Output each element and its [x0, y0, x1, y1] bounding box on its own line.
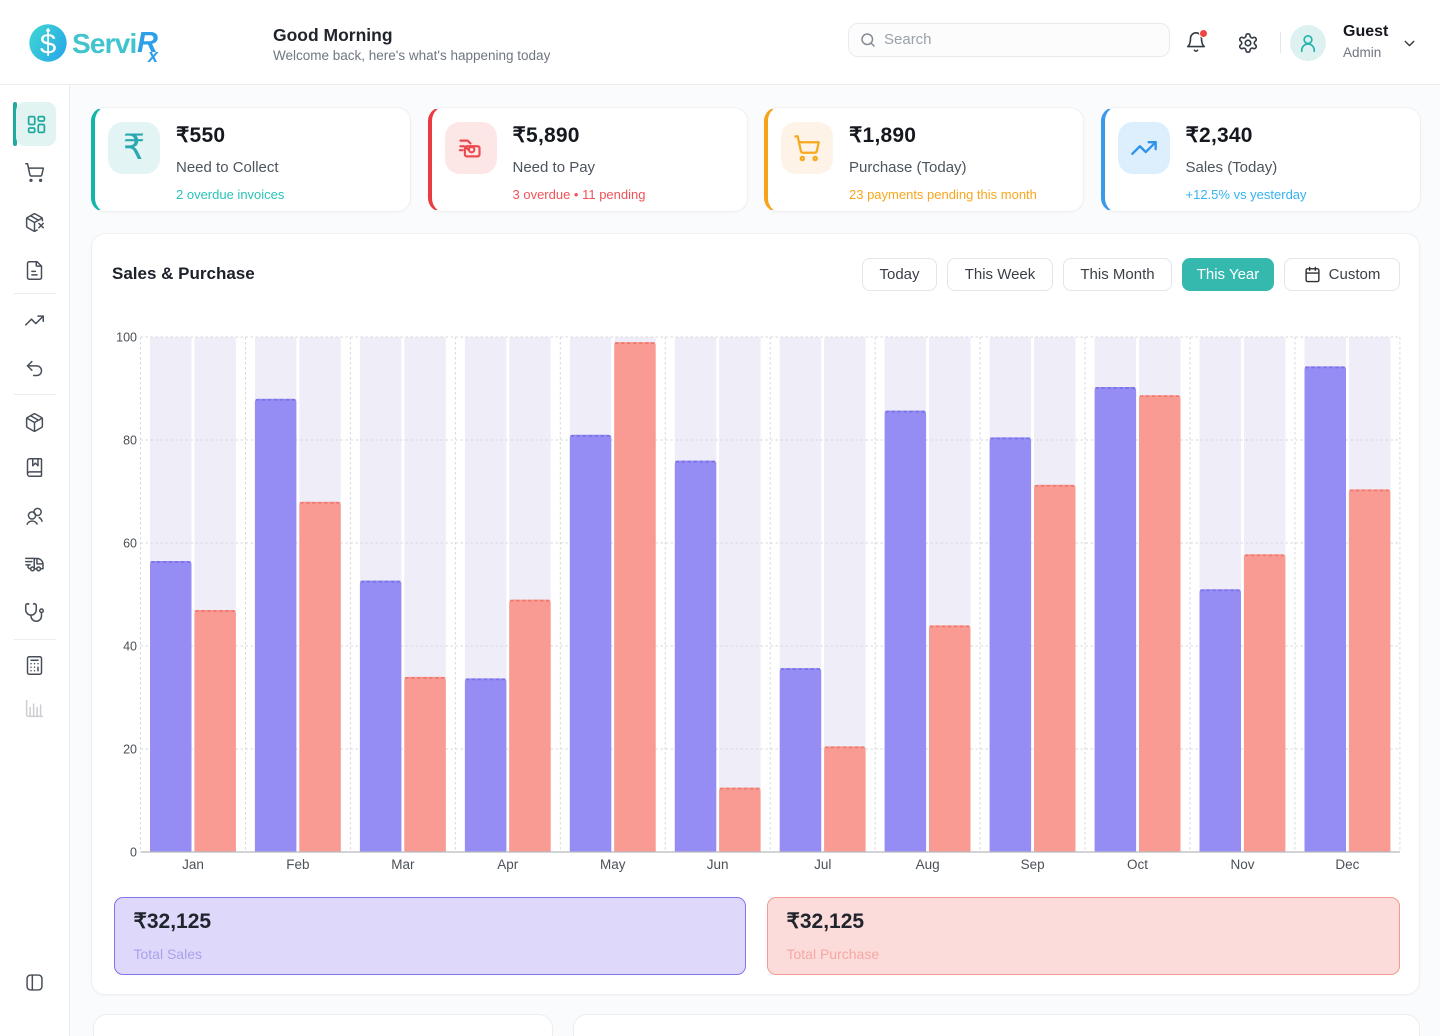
svg-text:20: 20	[123, 742, 137, 756]
svg-text:Jul: Jul	[814, 857, 831, 872]
svg-text:0: 0	[130, 845, 137, 859]
svg-text:Sep: Sep	[1021, 857, 1045, 872]
svg-text:Apr: Apr	[497, 857, 519, 872]
svg-text:40: 40	[123, 639, 137, 653]
svg-text:Nov: Nov	[1230, 857, 1254, 872]
svg-text:Oct: Oct	[1127, 857, 1148, 872]
svg-text:May: May	[600, 857, 626, 872]
svg-text:Feb: Feb	[286, 857, 309, 872]
svg-text:Aug: Aug	[916, 857, 940, 872]
svg-text:Dec: Dec	[1335, 857, 1359, 872]
svg-text:Jan: Jan	[182, 857, 204, 872]
svg-text:60: 60	[123, 536, 137, 550]
svg-text:Jun: Jun	[707, 857, 729, 872]
svg-text:80: 80	[123, 433, 137, 447]
svg-text:Mar: Mar	[391, 857, 415, 872]
svg-text:100: 100	[116, 330, 137, 344]
